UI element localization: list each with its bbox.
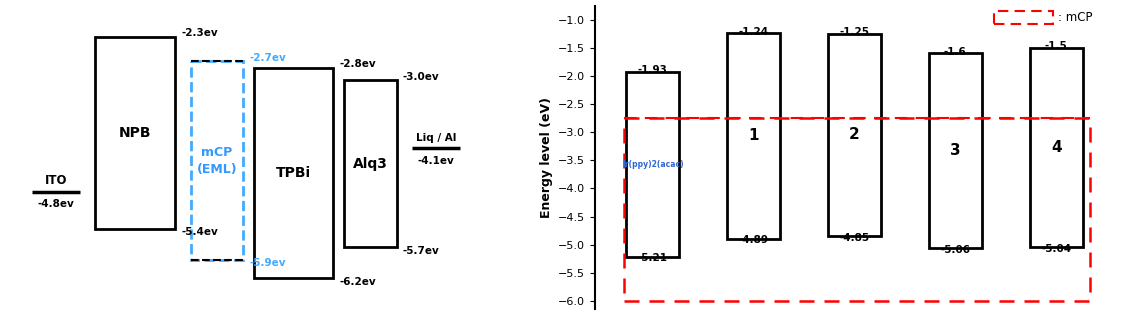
Bar — [994, 11, 1053, 24]
Bar — [727, 33, 780, 238]
Text: TPBi: TPBi — [275, 166, 312, 180]
Text: -2.3ev: -2.3ev — [181, 28, 218, 38]
Text: -1.24: -1.24 — [738, 26, 769, 37]
Text: Alq3: Alq3 — [352, 157, 387, 171]
Bar — [828, 34, 881, 236]
Bar — [627, 72, 679, 256]
Text: -5.9ev: -5.9ev — [250, 258, 287, 268]
Text: -4.85: -4.85 — [839, 233, 869, 243]
Bar — [254, 68, 333, 278]
Text: mCP
(EML): mCP (EML) — [196, 146, 237, 175]
Text: -4.89: -4.89 — [738, 235, 769, 245]
Text: -4.1ev: -4.1ev — [418, 156, 455, 166]
Text: -5.04: -5.04 — [1041, 243, 1071, 254]
Text: -1.25: -1.25 — [839, 27, 869, 37]
Text: -1.93: -1.93 — [638, 65, 667, 75]
Text: 3: 3 — [949, 143, 961, 158]
Bar — [1030, 48, 1083, 247]
Text: -5.7ev: -5.7ev — [403, 245, 439, 255]
Text: -5.4ev: -5.4ev — [181, 227, 218, 237]
Text: -4.8ev: -4.8ev — [37, 199, 75, 209]
Text: 4: 4 — [1051, 140, 1061, 155]
Text: -5.06: -5.06 — [940, 245, 970, 255]
Bar — [95, 37, 175, 229]
Text: -5.21: -5.21 — [638, 253, 667, 263]
Text: -2.7ev: -2.7ev — [250, 53, 287, 63]
Text: -6.2ev: -6.2ev — [340, 277, 376, 287]
Text: -2.8ev: -2.8ev — [340, 60, 376, 70]
Bar — [191, 61, 244, 260]
Text: : mCP: : mCP — [1058, 11, 1093, 24]
Text: Ir(ppy)2(acac): Ir(ppy)2(acac) — [622, 160, 683, 169]
Text: 1: 1 — [749, 128, 759, 143]
Text: ITO: ITO — [44, 174, 67, 187]
Text: 2: 2 — [849, 128, 860, 142]
Y-axis label: Energy level (eV): Energy level (eV) — [540, 97, 552, 218]
Text: Liq / Al: Liq / Al — [417, 133, 456, 143]
Text: -3.0ev: -3.0ev — [403, 72, 439, 82]
Bar — [343, 80, 396, 247]
Bar — [929, 53, 982, 248]
Text: NPB: NPB — [119, 126, 151, 140]
Bar — [624, 118, 1089, 301]
Text: -1.5: -1.5 — [1044, 41, 1068, 51]
Text: -1.6: -1.6 — [944, 47, 966, 57]
